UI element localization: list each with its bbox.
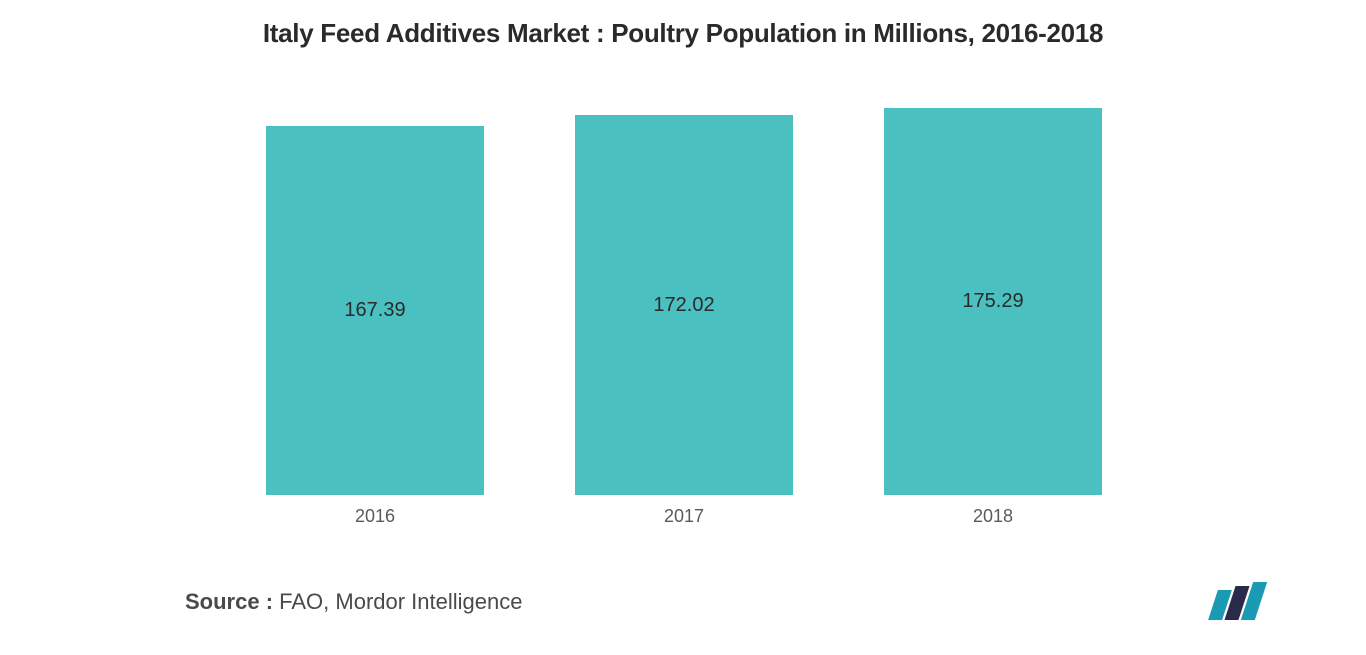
chart-title: Italy Feed Additives Market : Poultry Po…	[0, 0, 1366, 49]
bar-2018: 175.29	[884, 108, 1102, 495]
bar-group-2018: 175.29 2018	[884, 108, 1102, 495]
bar-value-2018: 175.29	[962, 290, 1023, 313]
logo-bars-icon	[1213, 582, 1261, 620]
x-label-2016: 2016	[355, 506, 395, 527]
mordor-logo	[1213, 582, 1261, 620]
source-label: Source :	[185, 589, 279, 614]
x-label-2017: 2017	[664, 506, 704, 527]
bar-group-2016: 167.39 2016	[266, 126, 484, 495]
bar-value-2017: 172.02	[653, 294, 714, 317]
x-label-2018: 2018	[973, 506, 1013, 527]
source-attribution: Source : FAO, Mordor Intelligence	[185, 589, 522, 615]
bar-value-2016: 167.39	[344, 299, 405, 322]
bar-2016: 167.39	[266, 126, 484, 495]
bars-area: 167.39 2016 172.02 2017 175.29 2018	[0, 95, 1366, 495]
source-text: FAO, Mordor Intelligence	[279, 589, 522, 614]
chart-container: Italy Feed Additives Market : Poultry Po…	[0, 0, 1366, 655]
bar-group-2017: 172.02 2017	[575, 115, 793, 495]
bar-2017: 172.02	[575, 115, 793, 495]
